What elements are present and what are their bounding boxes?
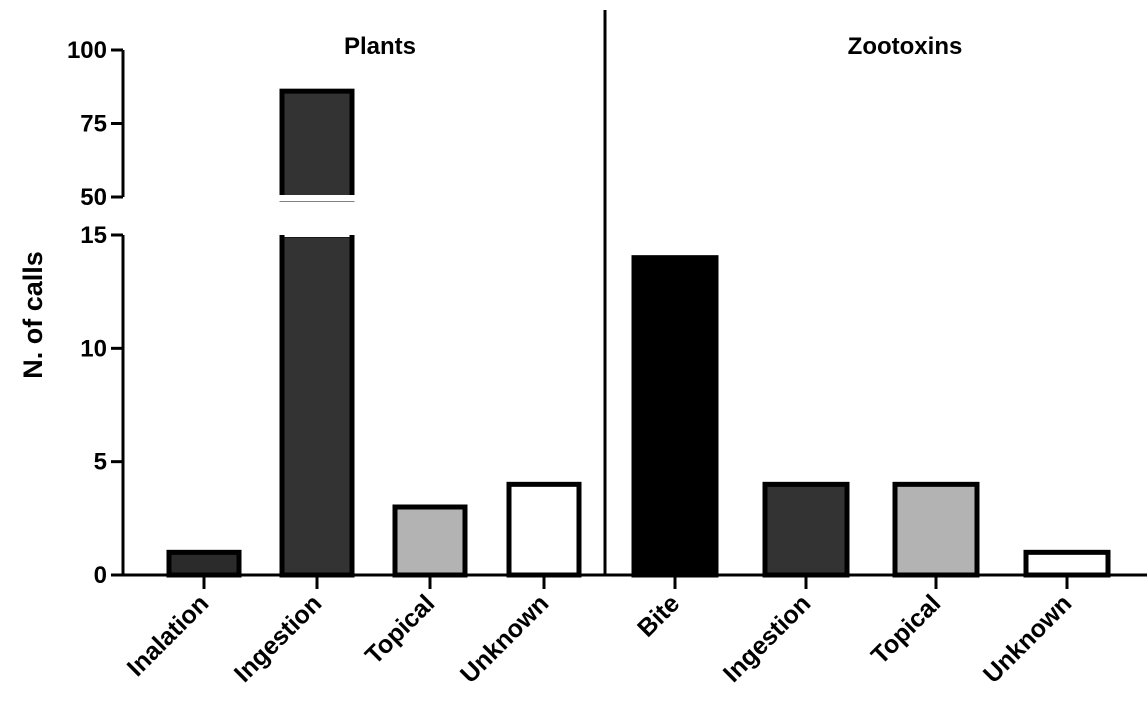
y-tick-label: 0 — [94, 562, 107, 589]
bar — [892, 481, 980, 578]
bar — [631, 255, 719, 578]
bar — [392, 504, 468, 578]
y-tick-label: 5 — [94, 449, 107, 476]
y-tick-label: 75 — [80, 111, 107, 138]
y-axis-title: N. of calls — [18, 251, 48, 379]
break-mask — [279, 195, 355, 201]
x-tick-label: Topical — [360, 589, 440, 669]
break-mask — [279, 231, 355, 237]
y-tick-label: 50 — [80, 184, 107, 211]
bar — [506, 481, 582, 578]
x-tick-label: Unknown — [978, 589, 1077, 688]
y-tick-label: 100 — [67, 37, 107, 64]
bars — [166, 88, 1111, 578]
axes — [111, 10, 1147, 589]
bar — [166, 549, 242, 578]
bar — [762, 481, 850, 578]
bar — [1023, 549, 1111, 578]
x-tick-label: Topical — [866, 589, 946, 669]
y-tick-label: 10 — [80, 335, 107, 362]
group-label: Zootoxins — [848, 33, 963, 60]
x-tick-label: Unknown — [455, 589, 554, 688]
bar — [279, 232, 355, 578]
x-tick-label: Inalation — [122, 589, 214, 681]
x-tick-label: Ingestion — [229, 589, 327, 687]
x-tick-label: Ingestion — [718, 589, 816, 687]
y-tick-label: 15 — [80, 222, 107, 249]
x-tick-label: Bite — [632, 589, 685, 642]
group-label: Plants — [344, 33, 416, 60]
bar-upper — [279, 88, 355, 202]
